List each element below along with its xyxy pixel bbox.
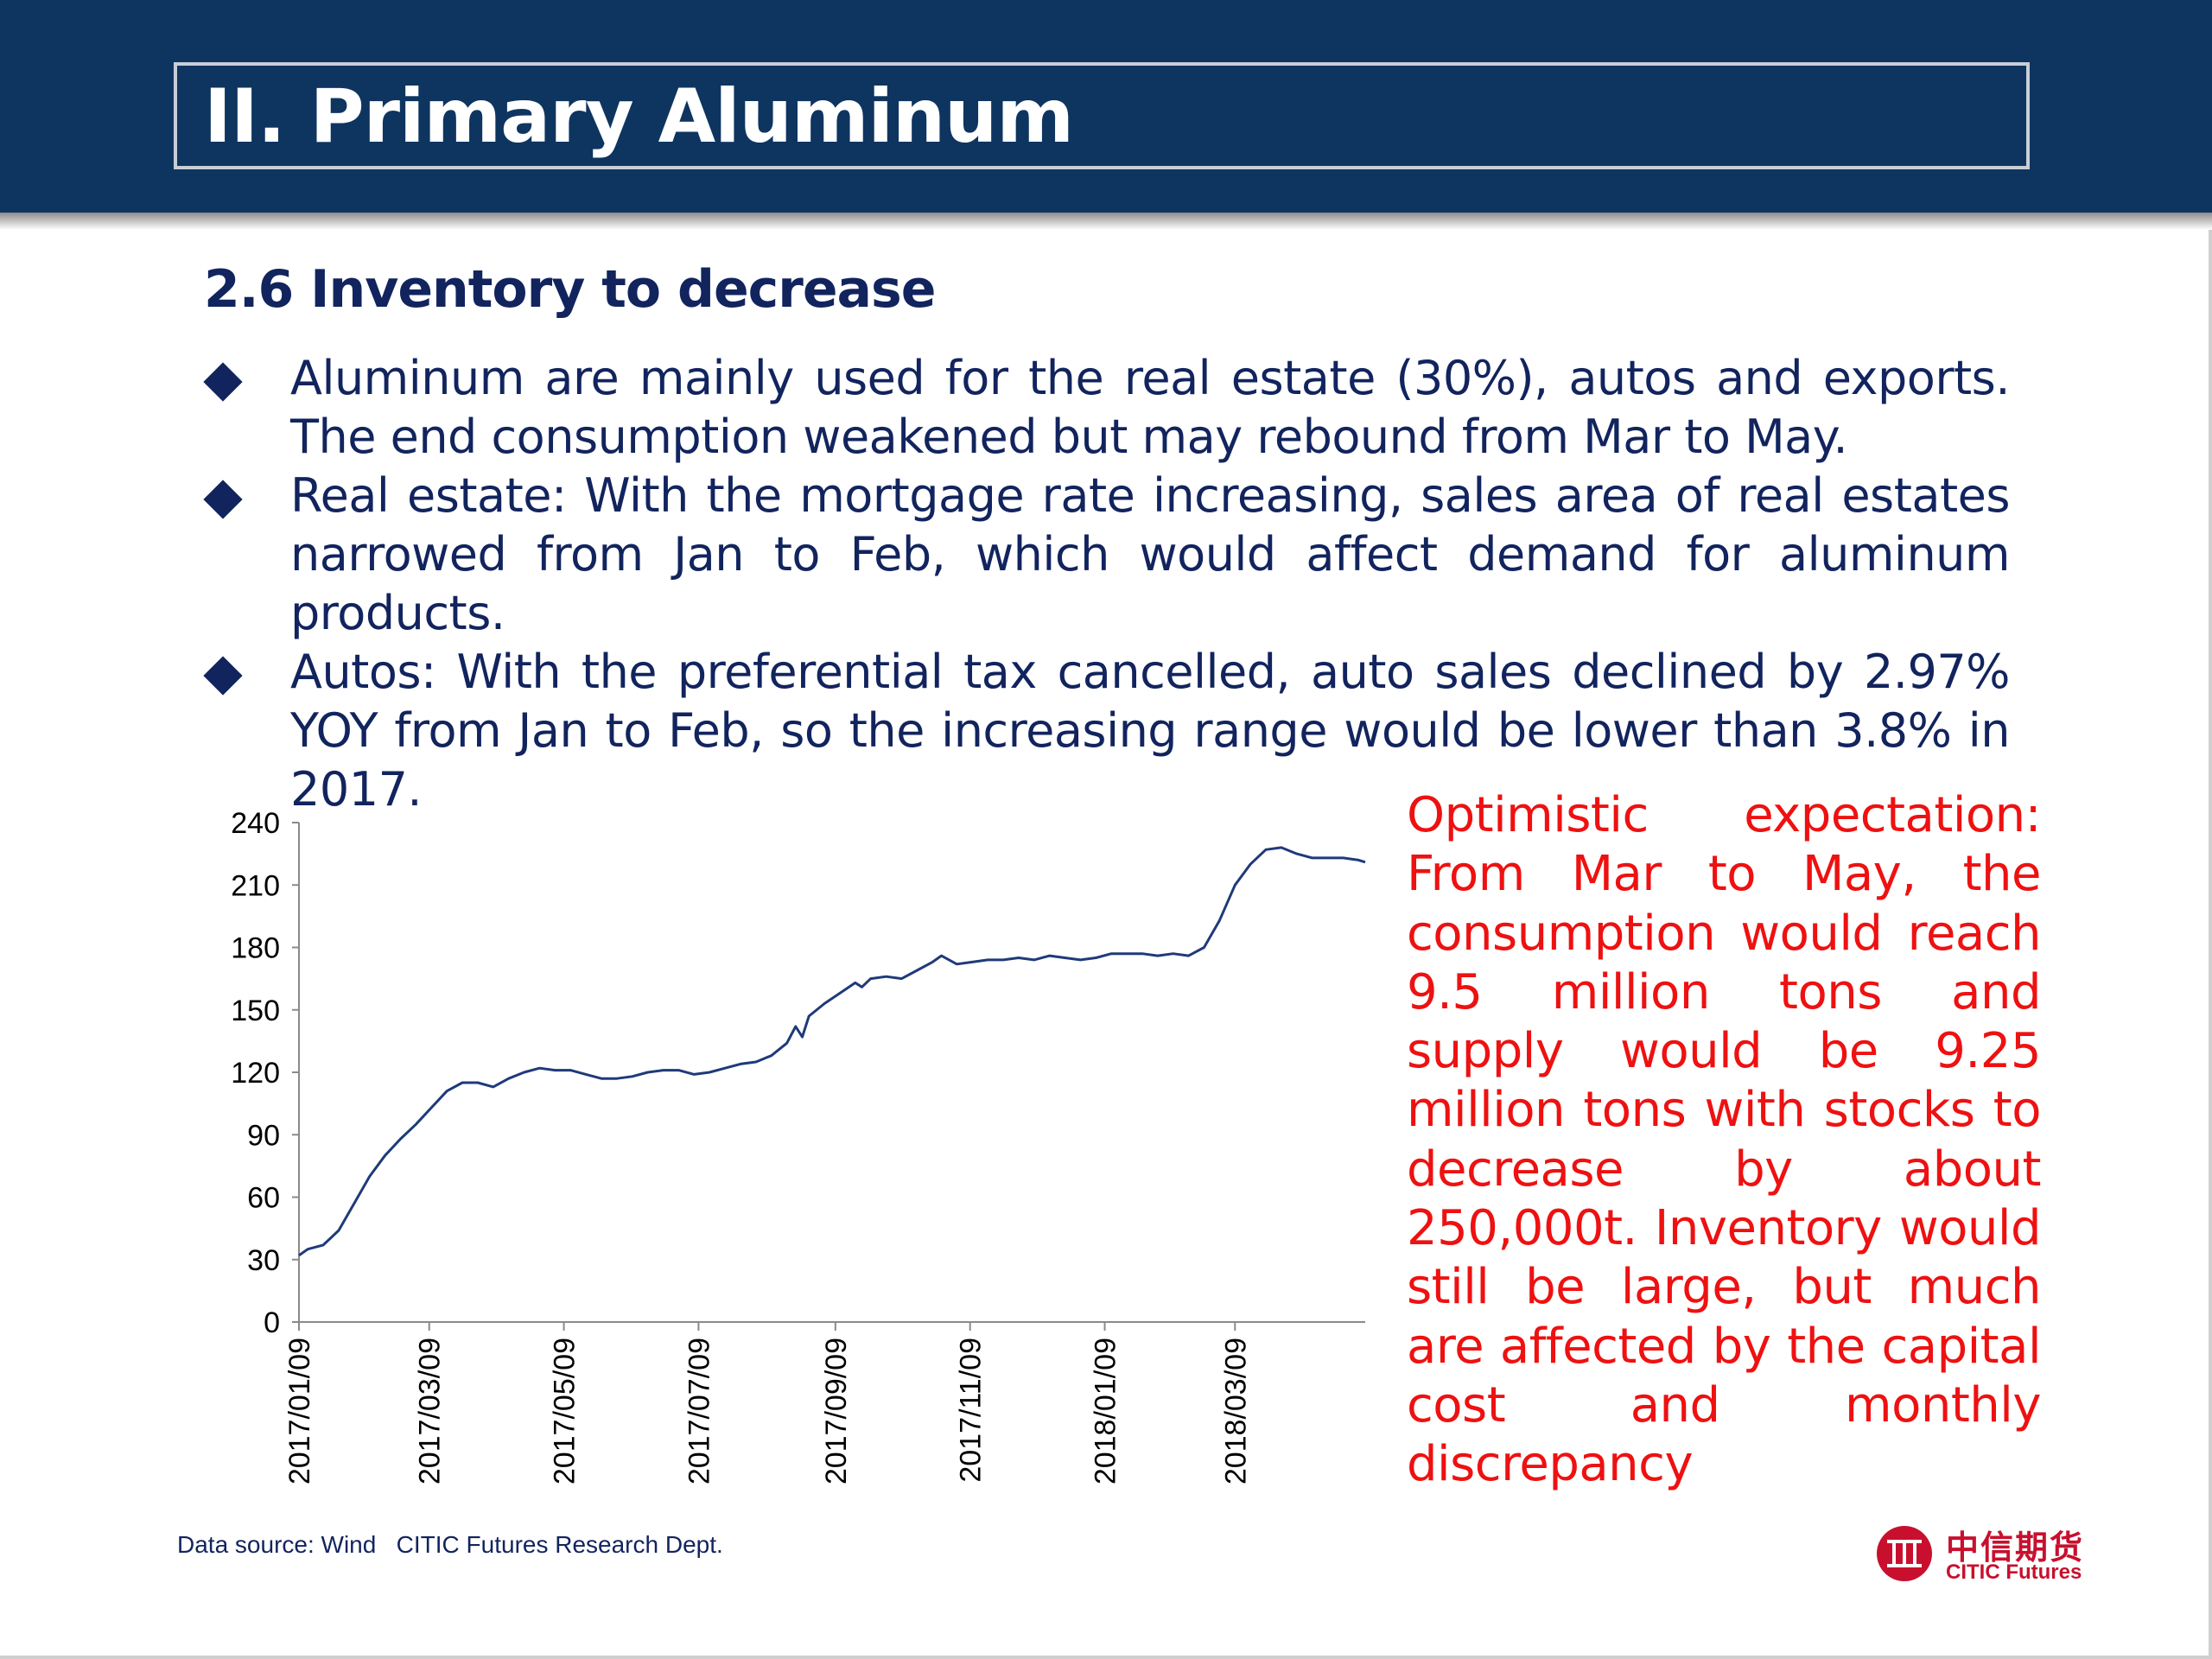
series-group <box>298 846 1366 1257</box>
x-tick-label: 2017/01/09 <box>283 1338 316 1484</box>
y-tick-label: 60 <box>247 1182 280 1215</box>
diamond-bullet-icon <box>203 480 243 519</box>
bullet-list: Aluminum are mainly used for the real es… <box>203 349 2011 819</box>
title-box <box>174 62 2030 169</box>
y-tick-label: 240 <box>231 807 280 840</box>
x-tick-label: 2018/01/09 <box>1090 1338 1122 1484</box>
y-axis: 0 30 60 90 120 150 180 210 240 <box>231 807 300 1339</box>
y-tick-label: 30 <box>247 1244 280 1277</box>
bullet-item: Autos: With the preferential tax cancell… <box>203 643 2011 819</box>
data-source: Data source: Wind CITIC Futures Research… <box>177 1531 723 1558</box>
x-tick-label: 2018/03/09 <box>1219 1338 1252 1484</box>
bullet-text: Autos: With the preferential tax cancell… <box>290 645 2011 817</box>
bullet-item: Real estate: With the mortgage rate incr… <box>203 467 2011 643</box>
x-tick-label: 2017/11/09 <box>955 1338 988 1483</box>
bullet-text: Aluminum are mainly used for the real es… <box>290 351 2011 464</box>
y-tick-label: 0 <box>264 1306 280 1339</box>
y-tick-label: 120 <box>231 1057 280 1090</box>
header-shadow <box>0 213 2212 230</box>
y-tick-label: 180 <box>231 932 280 965</box>
inventory-series-line <box>298 846 1366 1257</box>
logo-english-text: CITIC Futures <box>1946 1560 2082 1584</box>
y-tick-label: 210 <box>231 869 280 902</box>
x-tick-label: 2017/09/09 <box>820 1338 853 1484</box>
y-tick-label: 150 <box>231 995 280 1027</box>
x-tick-label: 2017/03/09 <box>414 1338 447 1484</box>
diamond-bullet-icon <box>203 362 243 402</box>
x-tick-label: 2017/07/09 <box>683 1338 715 1484</box>
bullet-item: Aluminum are mainly used for the real es… <box>203 349 2011 467</box>
y-tick-label: 90 <box>247 1119 280 1152</box>
inventory-line-chart: 0 30 60 90 120 150 180 210 240 2017/01/09 2017/03… <box>231 807 1366 1484</box>
citic-logo-icon <box>1877 1526 1932 1581</box>
callout-text: Optimistic expectation: From Mar to May,… <box>1407 787 2042 1493</box>
x-axis: 2017/01/09 2017/03/09 2017/05/09 2017/07/09… <box>283 1321 1365 1484</box>
page-title: II. Primary Aluminum <box>204 73 1074 160</box>
logo-chinese-text: 中信期货 <box>1946 1529 2085 1567</box>
diamond-bullet-icon <box>203 656 243 696</box>
citic-logo: 中信期货 CITIC Futures <box>1872 1517 2096 1586</box>
header-band <box>0 0 2212 213</box>
bullet-text: Real estate: With the mortgage rate incr… <box>290 468 2011 640</box>
section-subtitle: 2.6 Inventory to decrease <box>204 259 936 320</box>
x-tick-label: 2017/05/09 <box>549 1338 582 1484</box>
